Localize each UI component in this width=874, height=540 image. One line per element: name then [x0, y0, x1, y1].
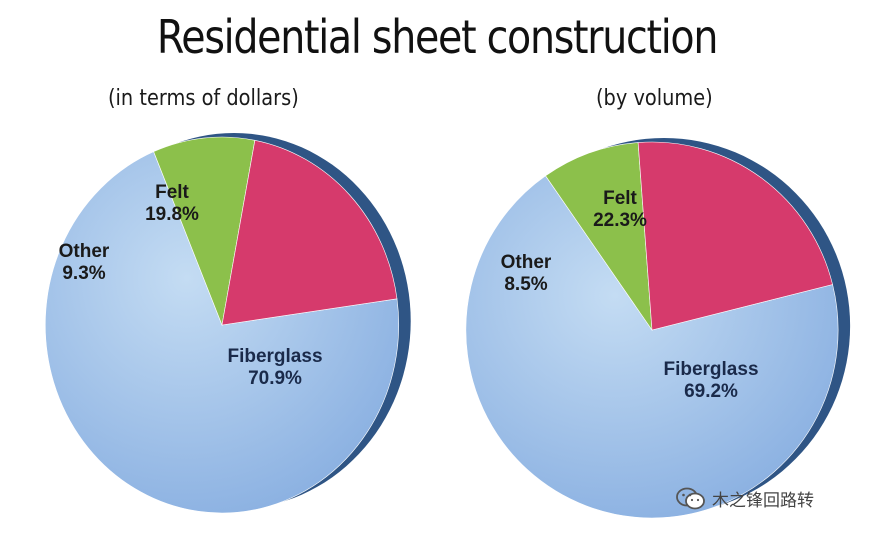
slice-label-fiberglass: Fiberglass — [227, 346, 322, 367]
left-pie-subtitle: (in terms of dollars) — [108, 86, 299, 111]
pie-slice-fiberglass — [465, 175, 839, 519]
slice-value-felt: 19.8% — [145, 204, 199, 225]
slice-value-other: 9.3% — [62, 263, 105, 284]
watermark-text: 木之锋回路转 — [712, 491, 814, 511]
slice-value-fiberglass: 70.9% — [248, 368, 302, 389]
pie-slice-other — [545, 142, 653, 332]
pie-slice-felt — [637, 141, 833, 331]
slice-value-fiberglass: 69.2% — [684, 381, 738, 402]
slice-label-felt: Felt — [155, 182, 189, 203]
pie-slice-fiberglass — [45, 151, 399, 514]
slice-value-other: 8.5% — [504, 274, 547, 295]
pie-slice-felt — [221, 139, 398, 326]
watermark: 木之锋回路转 — [676, 486, 814, 511]
slice-value-felt: 22.3% — [593, 210, 647, 231]
chart-title: Residential sheet construction — [156, 10, 719, 64]
right-pie-subtitle: (by volume) — [596, 86, 713, 111]
slice-label-other: Other — [59, 241, 110, 262]
slice-label-other: Other — [501, 252, 552, 273]
slice-label-felt: Felt — [603, 188, 637, 209]
slice-label-fiberglass: Fiberglass — [663, 359, 758, 380]
wechat-icon — [676, 487, 706, 511]
pie-slice-other — [153, 136, 256, 327]
